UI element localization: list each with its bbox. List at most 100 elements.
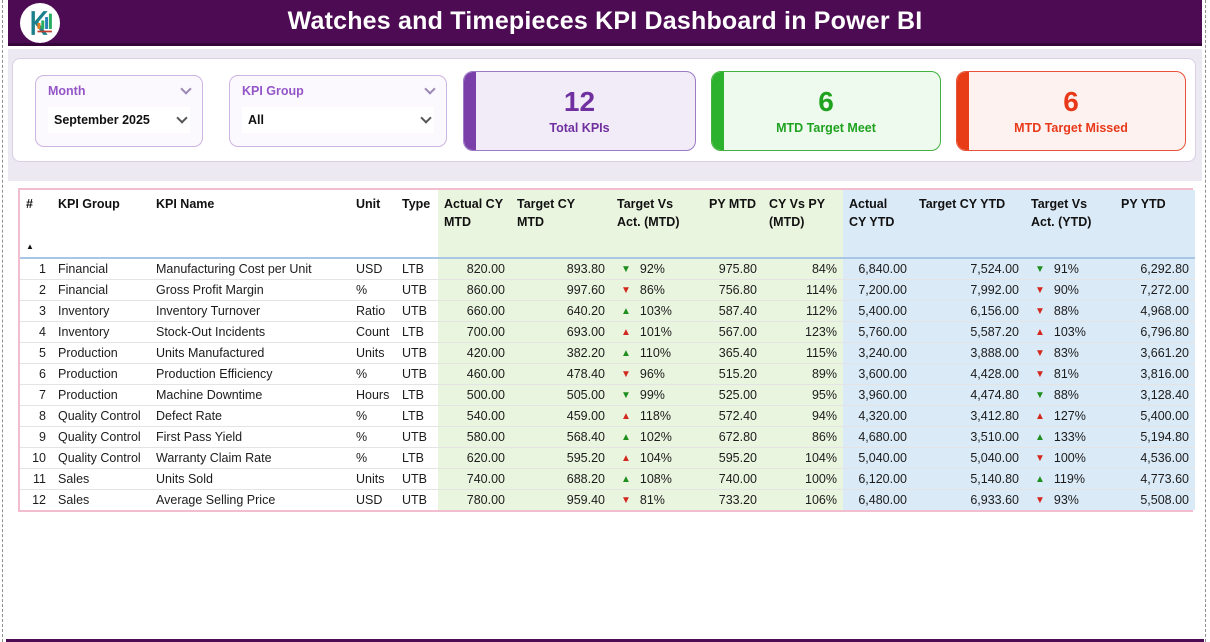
cell-py_mtd: 572.40 bbox=[703, 405, 763, 427]
chevron-down-icon[interactable] bbox=[420, 112, 432, 124]
ratio-value: 101% bbox=[639, 325, 672, 339]
kpi-group-slicer[interactable]: KPI Group All bbox=[229, 75, 447, 147]
chevron-down-icon[interactable] bbox=[176, 112, 188, 124]
cell-actual_ytd: 6,120.00 bbox=[843, 468, 913, 490]
kpi-group-dropdown[interactable]: All bbox=[242, 107, 434, 133]
cell-unit: Ratio bbox=[350, 300, 396, 322]
triangle-up-icon: ▲ bbox=[1035, 474, 1045, 485]
triangle-down-icon: ▼ bbox=[621, 390, 631, 401]
ratio-value: 90% bbox=[1053, 283, 1079, 297]
cell-target_ytd: 4,474.80 bbox=[913, 384, 1025, 406]
cell-type: LTB bbox=[396, 384, 438, 406]
cell-actual_mtd: 820.00 bbox=[438, 258, 511, 280]
mtd-target-meet-card: 6 MTD Target Meet bbox=[711, 71, 941, 151]
cell-unit: Units bbox=[350, 468, 396, 490]
cell-target_mtd: 997.60 bbox=[511, 279, 611, 301]
table-row[interactable]: 9 Quality Control First Pass Yield% UTB 580.… bbox=[20, 426, 1195, 448]
column-header-py-ytd[interactable]: PY YTD bbox=[1115, 190, 1195, 259]
month-dropdown[interactable]: September 2025 bbox=[48, 107, 190, 133]
cell-target_mtd: 505.00 bbox=[511, 384, 611, 406]
ratio-value: 92% bbox=[639, 262, 665, 276]
cell-type: LTB bbox=[396, 321, 438, 343]
chevron-down-icon[interactable] bbox=[424, 83, 436, 95]
column-header-py-mtd[interactable]: PY MTD bbox=[703, 190, 763, 259]
cell-py_mtd: 672.80 bbox=[703, 426, 763, 448]
table-header-row: # ▲ KPI Group KPI Name Unit Type Actual … bbox=[20, 190, 1195, 259]
cell-unit: Count bbox=[350, 321, 396, 343]
column-header-target-vs-act-mtd[interactable]: Target Vs Act. (MTD) bbox=[611, 190, 703, 259]
ratio-value: 88% bbox=[1053, 304, 1079, 318]
column-header-target-vs-act-ytd[interactable]: Target Vs Act. (YTD) bbox=[1025, 190, 1115, 259]
table-row[interactable]: 8 Quality Control Defect Rate% LTB 540.00 459… bbox=[20, 405, 1195, 427]
column-header-actual-cy-ytd[interactable]: Actual CY YTD bbox=[843, 190, 913, 259]
column-header-actual-cy-mtd[interactable]: Actual CY MTD bbox=[438, 190, 511, 259]
target-vs-actual-cell: ▼ 81% bbox=[1025, 363, 1115, 385]
page-bottom-border bbox=[6, 639, 1204, 642]
target-vs-actual-cell: ▼ 93% bbox=[1025, 489, 1115, 510]
column-header-unit[interactable]: Unit bbox=[350, 190, 396, 259]
ratio-value: 100% bbox=[1053, 451, 1086, 465]
column-header-target-cy-mtd[interactable]: Target CY MTD bbox=[511, 190, 611, 259]
cell-actual_mtd: 500.00 bbox=[438, 384, 511, 406]
table-row[interactable]: 2 Financial Gross Profit Margin% UTB 860.00 9… bbox=[20, 279, 1195, 301]
cell-target_ytd: 3,888.00 bbox=[913, 342, 1025, 364]
table-row[interactable]: 4 Inventory Stock-Out Incidents Count LTB 700… bbox=[20, 321, 1195, 343]
target-vs-actual-cell: ▼ 91% bbox=[1025, 258, 1115, 280]
cell-target_ytd: 5,587.20 bbox=[913, 321, 1025, 343]
cell-py_ytd: 5,194.80 bbox=[1115, 426, 1195, 448]
column-header-kpi-name[interactable]: KPI Name bbox=[150, 190, 350, 259]
cell-py_mtd: 975.80 bbox=[703, 258, 763, 280]
cell-py_ytd: 3,661.20 bbox=[1115, 342, 1195, 364]
cell-unit: % bbox=[350, 405, 396, 427]
cell-cy_vs_py_mtd: 95% bbox=[763, 384, 843, 406]
table-row[interactable]: 12 Sales Average Selling Price USD UTB 780.00… bbox=[20, 489, 1195, 510]
cell-target_ytd: 7,524.00 bbox=[913, 258, 1025, 280]
cell-py_ytd: 3,128.40 bbox=[1115, 384, 1195, 406]
triangle-up-icon: ▲ bbox=[621, 432, 631, 443]
column-header-kpi-group[interactable]: KPI Group bbox=[52, 190, 150, 259]
cell-target_mtd: 693.00 bbox=[511, 321, 611, 343]
cell-actual_mtd: 420.00 bbox=[438, 342, 511, 364]
cell-cy_vs_py_mtd: 104% bbox=[763, 447, 843, 469]
mtd-target-missed-card: 6 MTD Target Missed bbox=[956, 71, 1186, 151]
cell-actual_mtd: 740.00 bbox=[438, 468, 511, 490]
ratio-value: 81% bbox=[1053, 367, 1079, 381]
cell-actual_ytd: 4,320.00 bbox=[843, 405, 913, 427]
cell-type: UTB bbox=[396, 468, 438, 490]
cell-cy_vs_py_mtd: 86% bbox=[763, 426, 843, 448]
column-header-cy-vs-py-mtd[interactable]: CY Vs PY (MTD) bbox=[763, 190, 843, 259]
cell-name: Units Manufactured bbox=[150, 342, 350, 364]
table-row[interactable]: 11 Sales Units Sold Units UTB 740.00 688.20 ▲ 10… bbox=[20, 468, 1195, 490]
table-row[interactable]: 5 Production Units Manufactured Units UTB 420… bbox=[20, 342, 1195, 364]
column-header-target-cy-ytd[interactable]: Target CY YTD bbox=[913, 190, 1025, 259]
table-row[interactable]: 6 Production Production Efficiency% UTB 460.… bbox=[20, 363, 1195, 385]
cell-py_mtd: 733.20 bbox=[703, 489, 763, 510]
table-row[interactable]: 10 Quality Control Warranty Claim Rate% LTB… bbox=[20, 447, 1195, 469]
cell-type: LTB bbox=[396, 447, 438, 469]
month-slicer[interactable]: Month September 2025 bbox=[35, 75, 203, 147]
table-row[interactable]: 3 Inventory Inventory Turnover Ratio UTB 660.… bbox=[20, 300, 1195, 322]
table-row[interactable]: 7 Production Machine Downtime Hours LTB 500.0… bbox=[20, 384, 1195, 406]
triangle-down-icon: ▼ bbox=[1035, 390, 1045, 401]
cell-target_ytd: 5,040.00 bbox=[913, 447, 1025, 469]
cell-group: Quality Control bbox=[52, 447, 150, 469]
ratio-value: 127% bbox=[1053, 409, 1086, 423]
page-title: Watches and Timepieces KPI Dashboard in … bbox=[287, 7, 923, 35]
cell-num: 6 bbox=[20, 363, 52, 385]
chevron-down-icon[interactable] bbox=[180, 83, 192, 95]
triangle-up-icon: ▲ bbox=[621, 306, 631, 317]
column-header-index[interactable]: # ▲ bbox=[20, 190, 52, 259]
table-row[interactable]: 1 Financial Manufacturing Cost per Unit USD… bbox=[20, 258, 1195, 280]
cell-num: 9 bbox=[20, 426, 52, 448]
cell-target_mtd: 459.00 bbox=[511, 405, 611, 427]
cell-num: 1 bbox=[39, 262, 46, 276]
sort-ascending-icon[interactable]: ▲ bbox=[26, 242, 34, 252]
cell-actual_ytd: 5,760.00 bbox=[843, 321, 913, 343]
target-vs-actual-cell: ▼ 96% bbox=[611, 363, 703, 385]
cell-py_mtd: 756.80 bbox=[703, 279, 763, 301]
cell-target_ytd: 4,428.00 bbox=[913, 363, 1025, 385]
column-header-type[interactable]: Type bbox=[396, 190, 438, 259]
cell-unit: USD bbox=[350, 489, 396, 510]
ratio-value: 104% bbox=[639, 451, 672, 465]
mtd-target-meet-value: 6 bbox=[818, 85, 834, 117]
